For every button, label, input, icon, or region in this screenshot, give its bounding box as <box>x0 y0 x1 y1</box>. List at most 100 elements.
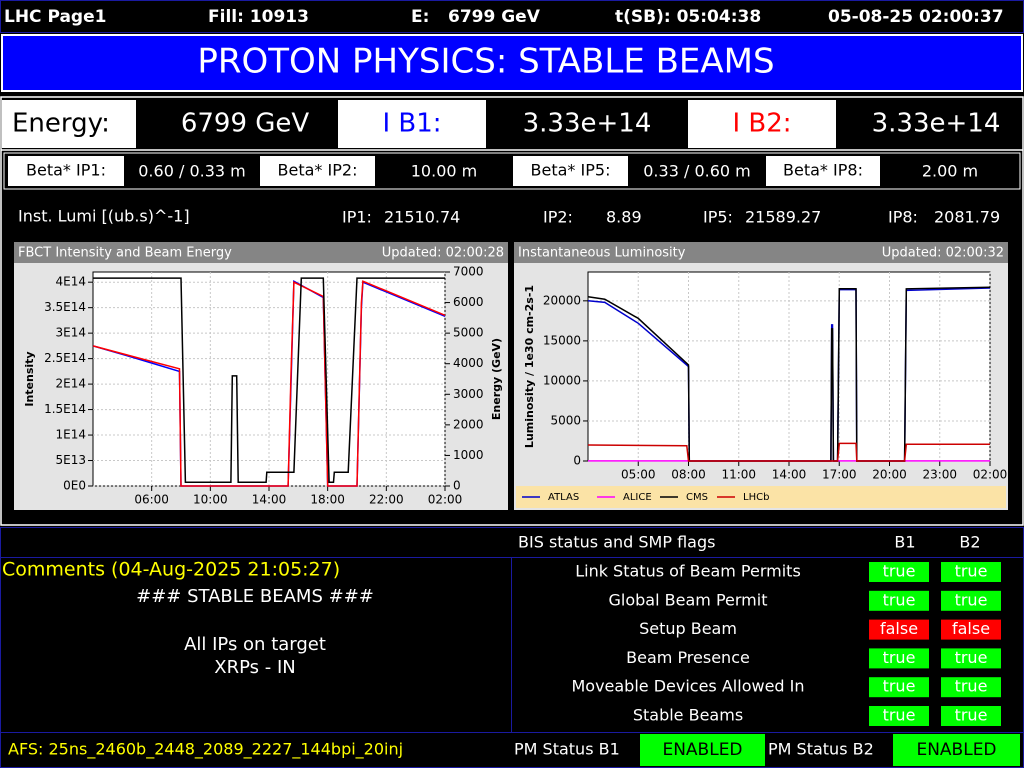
flag-box <box>941 648 1001 669</box>
y-tick-label: 3.5E14 <box>44 300 86 314</box>
x-tick-label: 23:00 <box>922 468 957 482</box>
bis-row-label: Setup Beam <box>639 619 737 638</box>
flag-box <box>941 619 1001 640</box>
series-line <box>587 442 990 462</box>
flag-value: true <box>955 562 988 581</box>
energy-label: E: <box>411 7 429 27</box>
bis-table: Link Status of Beam Permits true true Globa… <box>571 562 1001 726</box>
x-tick-label: 18:00 <box>310 493 345 507</box>
y-axis-label: Luminosity / 1e30 cm-2s-1 <box>523 285 536 448</box>
y2-tick-label: 1000 <box>453 448 484 462</box>
x-tick-label: 05:00 <box>621 468 656 482</box>
lumi-row: Inst. Lumi [(ub.s)^-1] IP1: 21510.74 IP2: 8… <box>18 207 1000 227</box>
beta-label: Beta* IP1: <box>26 161 106 180</box>
flag-box <box>869 619 929 640</box>
chart-title: FBCT Intensity and Beam Energy <box>18 246 232 261</box>
chart-updated: Updated: 02:00:28 <box>382 246 504 261</box>
y-tick-label: 4E14 <box>56 275 87 289</box>
flag-box <box>869 706 929 726</box>
comment-line: All IPs on target <box>184 634 326 655</box>
legend-label: LHCb <box>743 492 769 503</box>
beta-label: Beta* IP2: <box>278 161 358 180</box>
bis-column: B1 <box>894 533 915 552</box>
comments: ### STABLE BEAMS ### All IPs on targetXRP… <box>136 586 374 678</box>
legend-label: CMS <box>686 492 708 503</box>
series-line <box>93 277 445 484</box>
chart-updated: Updated: 02:00:32 <box>882 246 1004 261</box>
chart-panel: Instantaneous Luminosity Updated: 02:00:3… <box>514 242 1008 510</box>
legend-label: ATLAS <box>548 492 579 503</box>
lumi-value: 21510.74 <box>384 208 460 227</box>
flag-box <box>869 677 929 698</box>
y-tick-label: 20000 <box>543 293 581 307</box>
cell <box>688 100 836 148</box>
x-tick-label: 10:00 <box>193 493 228 507</box>
y-tick-label: 10000 <box>543 373 581 387</box>
y-tick-label: 5000 <box>550 413 581 427</box>
y-tick-label: 0E0 <box>63 479 86 493</box>
lumi-value: 8.89 <box>606 208 642 227</box>
lumi-ip-label: IP5: <box>703 208 733 227</box>
x-tick-label: 06:00 <box>134 493 169 507</box>
cell <box>260 156 375 186</box>
bis-row-label: Beam Presence <box>626 648 750 667</box>
comments-title: Comments (04-Aug-2025 21:05:27) <box>2 559 340 581</box>
flag-box <box>941 562 1001 582</box>
comment-line: XRPs - IN <box>214 657 295 678</box>
flag-value: true <box>883 562 916 581</box>
y-tick-label: 2.5E14 <box>44 351 86 365</box>
flag-value: true <box>883 677 916 696</box>
pm-box <box>893 734 1020 766</box>
cell <box>513 156 628 186</box>
y2-tick-label: 2000 <box>453 417 484 431</box>
pm-box <box>640 734 765 766</box>
afs-status: AFS: 25ns_2460b_2448_2089_2227_144bpi_20… <box>8 740 403 760</box>
panel-title-bar <box>514 242 1008 263</box>
bis-row-label: Moveable Devices Allowed In <box>571 677 804 696</box>
bis-row-label: Global Beam Permit <box>609 590 768 609</box>
legend-bar <box>516 486 1006 508</box>
x-tick-label: 02:00 <box>428 493 463 507</box>
cell <box>2 100 136 148</box>
y-tick-label: 3E14 <box>56 326 87 340</box>
cell <box>8 156 124 186</box>
flag-value: true <box>955 648 988 667</box>
datetime: 05-08-25 02:00:37 <box>828 7 1004 27</box>
y-tick-label: 0 <box>573 454 581 468</box>
chart-title: Instantaneous Luminosity <box>518 246 686 261</box>
flag-value: true <box>883 590 916 609</box>
flag-box <box>869 648 929 669</box>
x-tick-label: 14:00 <box>252 493 287 507</box>
y-tick-label: 5E13 <box>56 453 87 467</box>
beta-frame <box>3 152 1021 190</box>
y-tick-label: 15000 <box>543 333 581 347</box>
flag-box <box>869 590 929 611</box>
beta-label: Beta* IP5: <box>531 161 611 180</box>
bis-title: BIS status and SMP flags <box>518 533 715 552</box>
y-tick-label: 1.5E14 <box>44 402 86 416</box>
energy: 6799 GeV <box>448 7 541 27</box>
y-axis-label: Intensity <box>23 351 36 406</box>
flag-box <box>941 590 1001 611</box>
lumi-ip-label: IP2: <box>543 208 573 227</box>
lumi-value: 2081.79 <box>934 208 1000 227</box>
lumi-ip-label: IP8: <box>888 208 918 227</box>
x-tick-label: 14:00 <box>772 468 807 482</box>
pm-label: PM Status B1 <box>514 740 620 759</box>
flag-value: false <box>880 619 918 638</box>
ib2-value: 3.33e+14 <box>872 109 1001 139</box>
lumi-label: Inst. Lumi [(ub.s)^-1] <box>18 207 190 226</box>
x-tick-label: 08:00 <box>671 468 706 482</box>
x-tick-label: 02:00 <box>973 468 1008 482</box>
series-line <box>92 280 446 487</box>
cell <box>766 156 880 186</box>
banner-text: PROTON PHYSICS: STABLE BEAMS <box>197 42 774 82</box>
bis-column: B2 <box>959 533 980 552</box>
lumi-value: 21589.27 <box>745 208 821 227</box>
comment-line: ### STABLE BEAMS ### <box>136 586 374 607</box>
cell <box>338 100 486 148</box>
y2-tick-label: 7000 <box>453 265 484 279</box>
beta-value: 10.00 m <box>411 162 477 181</box>
flag-value: true <box>955 706 988 725</box>
ib2-label: I B2: <box>732 109 791 139</box>
